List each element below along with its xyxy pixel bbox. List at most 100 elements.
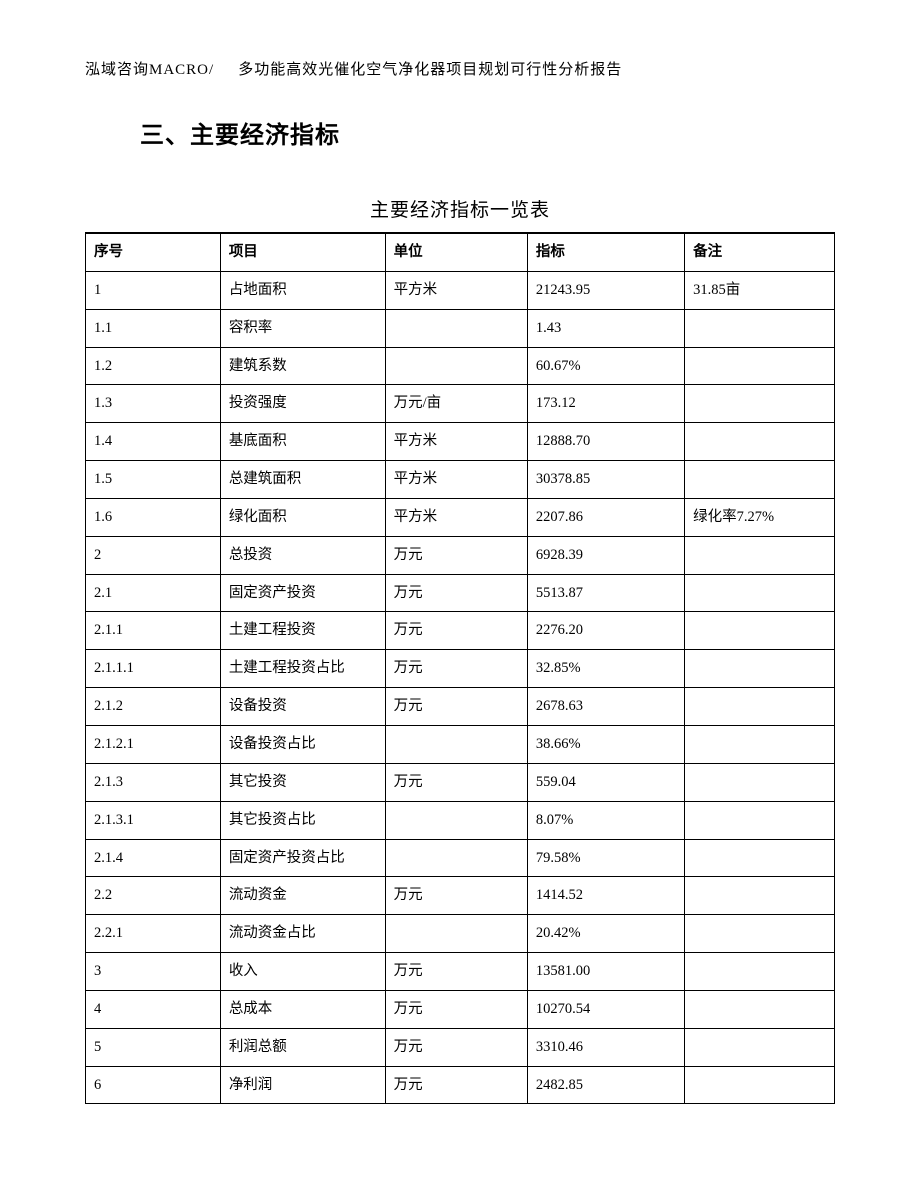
table-cell — [685, 801, 835, 839]
table-row: 2.1.2.1设备投资占比 38.66% — [86, 725, 835, 763]
table-cell: 12888.70 — [527, 423, 684, 461]
table-cell — [685, 650, 835, 688]
table-cell: 38.66% — [527, 725, 684, 763]
table-cell: 万元 — [385, 953, 527, 991]
table-cell: 30378.85 — [527, 461, 684, 499]
table-cell — [685, 877, 835, 915]
table-cell: 1.43 — [527, 309, 684, 347]
table-cell: 万元 — [385, 1028, 527, 1066]
table-row: 1.1容积率1.43 — [86, 309, 835, 347]
table-cell: 6928.39 — [527, 536, 684, 574]
table-cell — [685, 839, 835, 877]
table-cell: 容积率 — [220, 309, 385, 347]
table-cell: 2.1.2 — [86, 688, 221, 726]
table-row: 1.2建筑系数60.67% — [86, 347, 835, 385]
table-cell: 总投资 — [220, 536, 385, 574]
table-cell — [385, 309, 527, 347]
table-cell: 净利润 — [220, 1066, 385, 1104]
table-cell: 13581.00 — [527, 953, 684, 991]
table-cell: 设备投资占比 — [220, 725, 385, 763]
table-cell: 5 — [86, 1028, 221, 1066]
table-cell: 万元 — [385, 1066, 527, 1104]
table-row: 6净利润万元2482.85 — [86, 1066, 835, 1104]
table-cell: 流动资金 — [220, 877, 385, 915]
table-cell: 79.58% — [527, 839, 684, 877]
table-cell: 2678.63 — [527, 688, 684, 726]
table-cell: 2.2 — [86, 877, 221, 915]
table-row: 1.5总建筑面积平方米30378.85 — [86, 461, 835, 499]
table-cell: 总成本 — [220, 990, 385, 1028]
table-cell: 万元 — [385, 763, 527, 801]
table-cell: 173.12 — [527, 385, 684, 423]
table-cell: 1414.52 — [527, 877, 684, 915]
table-cell: 流动资金占比 — [220, 915, 385, 953]
table-cell: 固定资产投资占比 — [220, 839, 385, 877]
table-cell: 设备投资 — [220, 688, 385, 726]
table-cell — [385, 839, 527, 877]
table-header-cell: 项目 — [220, 233, 385, 271]
table-cell — [685, 725, 835, 763]
table-row: 2.1.3.1其它投资占比8.07% — [86, 801, 835, 839]
table-header-cell: 备注 — [685, 233, 835, 271]
table-cell — [685, 990, 835, 1028]
table-row: 1.6绿化面积平方米2207.86绿化率7.27% — [86, 498, 835, 536]
table-row: 2.2.1流动资金占比20.42% — [86, 915, 835, 953]
table-cell: 1.3 — [86, 385, 221, 423]
table-row: 5利润总额万元3310.46 — [86, 1028, 835, 1066]
table-row: 3收入万元13581.00 — [86, 953, 835, 991]
table-cell: 2.2.1 — [86, 915, 221, 953]
table-cell: 投资强度 — [220, 385, 385, 423]
economic-indicators-table: 序号 项目 单位 指标 备注 1占地面积平方米21243.9531.85亩1.1… — [85, 232, 835, 1104]
table-row: 2.1.1.1土建工程投资占比万元32.85% — [86, 650, 835, 688]
table-cell: 2.1.2.1 — [86, 725, 221, 763]
table-cell: 万元 — [385, 650, 527, 688]
table-cell — [685, 953, 835, 991]
table-row: 1.3投资强度万元/亩173.12 — [86, 385, 835, 423]
table-cell: 559.04 — [527, 763, 684, 801]
table-row: 2.1.4固定资产投资占比 79.58% — [86, 839, 835, 877]
table-header-cell: 单位 — [385, 233, 527, 271]
table-cell: 1.6 — [86, 498, 221, 536]
table-row: 2.1.2设备投资万元2678.63 — [86, 688, 835, 726]
table-cell — [685, 574, 835, 612]
table-cell: 收入 — [220, 953, 385, 991]
table-cell: 土建工程投资占比 — [220, 650, 385, 688]
table-cell — [685, 347, 835, 385]
table-cell: 万元 — [385, 536, 527, 574]
table-cell: 建筑系数 — [220, 347, 385, 385]
table-cell — [385, 801, 527, 839]
table-cell: 万元 — [385, 990, 527, 1028]
table-cell: 固定资产投资 — [220, 574, 385, 612]
table-cell: 平方米 — [385, 271, 527, 309]
table-cell — [385, 347, 527, 385]
table-header-cell: 指标 — [527, 233, 684, 271]
table-header-row: 序号 项目 单位 指标 备注 — [86, 233, 835, 271]
table-cell: 2482.85 — [527, 1066, 684, 1104]
table-cell: 1.5 — [86, 461, 221, 499]
table-cell: 2.1.1 — [86, 612, 221, 650]
table-row: 2.1.3其它投资万元559.04 — [86, 763, 835, 801]
table-cell: 基底面积 — [220, 423, 385, 461]
table-cell: 其它投资占比 — [220, 801, 385, 839]
table-row: 1占地面积平方米21243.9531.85亩 — [86, 271, 835, 309]
table-cell: 绿化面积 — [220, 498, 385, 536]
table-cell: 32.85% — [527, 650, 684, 688]
table-cell: 4 — [86, 990, 221, 1028]
table-cell: 万元 — [385, 574, 527, 612]
table-cell: 2207.86 — [527, 498, 684, 536]
header-left: 泓域咨询MACRO/ — [85, 62, 214, 78]
table-cell — [385, 915, 527, 953]
table-cell: 万元 — [385, 612, 527, 650]
table-cell: 万元 — [385, 688, 527, 726]
table-cell: 2.1.3 — [86, 763, 221, 801]
table-cell — [685, 536, 835, 574]
table-cell: 占地面积 — [220, 271, 385, 309]
table-cell: 6 — [86, 1066, 221, 1104]
table-cell: 2.1 — [86, 574, 221, 612]
table-cell: 万元 — [385, 877, 527, 915]
header-right: 多功能高效光催化空气净化器项目规划可行性分析报告 — [238, 62, 622, 78]
table-cell: 2.1.4 — [86, 839, 221, 877]
table-cell: 3 — [86, 953, 221, 991]
table-row: 2.2流动资金万元1414.52 — [86, 877, 835, 915]
table-cell: 1.4 — [86, 423, 221, 461]
